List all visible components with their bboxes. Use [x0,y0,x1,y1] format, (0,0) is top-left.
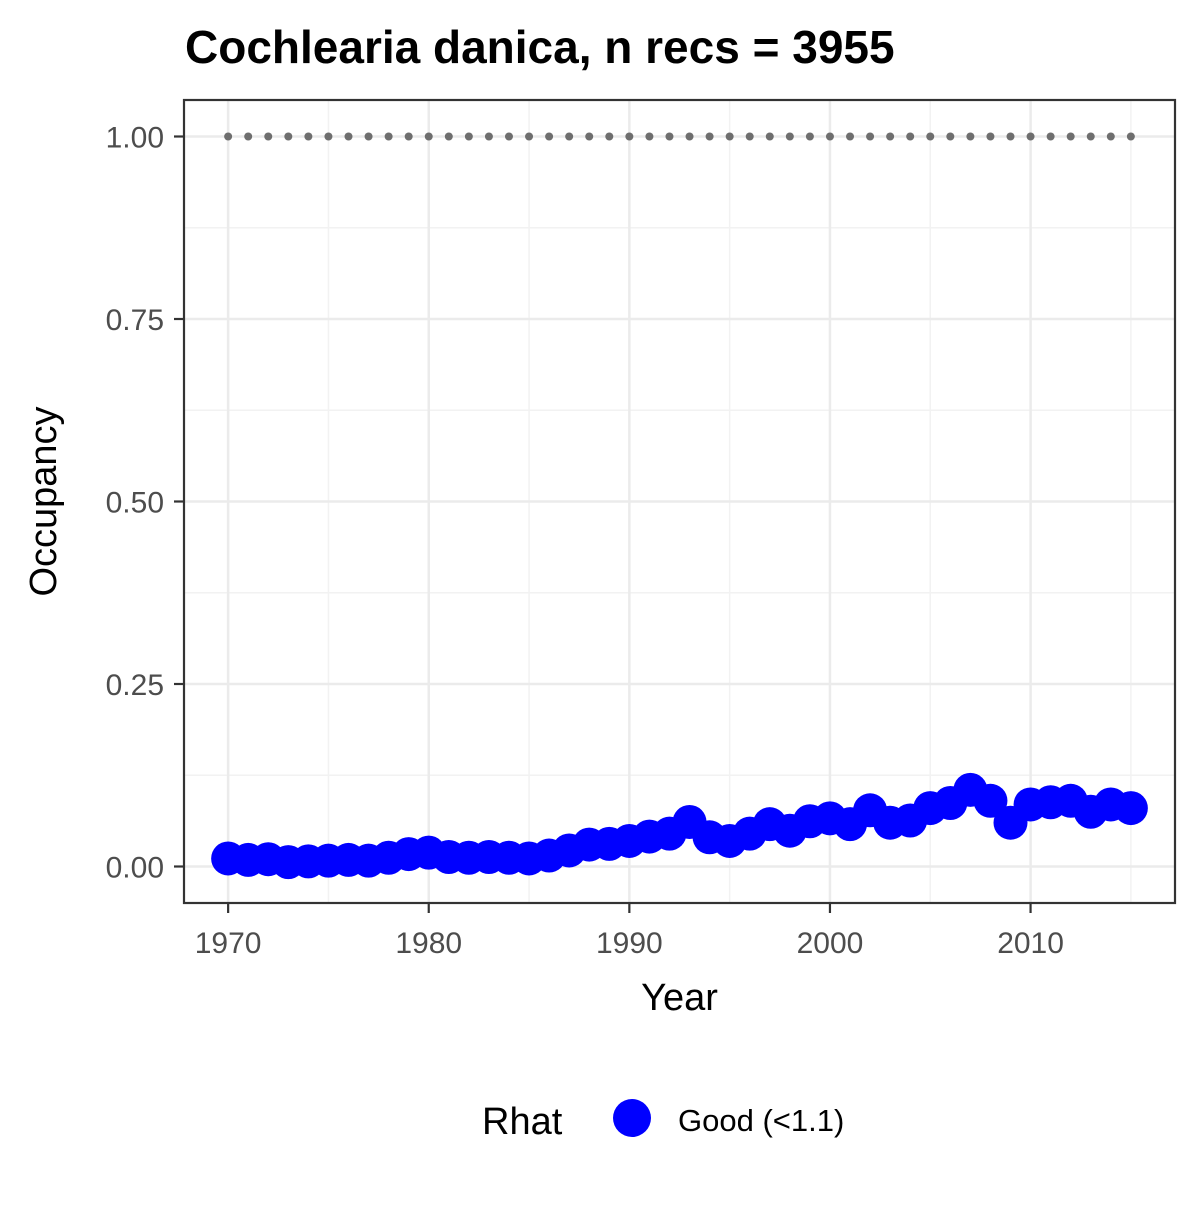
reference-dot [324,132,333,141]
reference-dot [1006,132,1015,141]
reference-dot [545,132,554,141]
reference-line [224,132,1135,141]
reference-dot [424,132,433,141]
y-tick-label: 1.00 [106,122,164,155]
reference-dot [926,132,935,141]
reference-dot [966,132,975,141]
y-tick-label: 0.25 [106,669,164,702]
y-tick-label: 0.75 [106,304,164,337]
reference-dot [846,132,855,141]
x-tick-label: 2000 [797,927,864,960]
reference-dot [344,132,353,141]
reference-dot [404,132,413,141]
x-tick-label: 1970 [195,927,262,960]
reference-dot [585,132,594,141]
reference-dot [1066,132,1075,141]
reference-dot [645,132,654,141]
data-points [211,772,1148,880]
reference-dot [284,132,293,141]
legend: Rhat Good (<1.1) [482,1099,844,1143]
x-tick-label: 2010 [997,927,1064,960]
reference-dot [705,132,714,141]
reference-dot [1106,132,1115,141]
reference-dot [464,132,473,141]
data-point-2015 [1113,791,1148,826]
x-tick-label: 1980 [395,927,462,960]
reference-dot [685,132,694,141]
reference-dot [886,132,895,141]
reference-dot [805,132,814,141]
legend-title: Rhat [482,1101,563,1143]
reference-dot [264,132,273,141]
reference-dot [384,132,393,141]
chart-title: Cochlearia danica, n recs = 3955 [185,21,895,73]
reference-dot [745,132,754,141]
reference-dot [1026,132,1035,141]
y-tick-label: 0.00 [106,852,164,885]
reference-dot [906,132,915,141]
reference-dot [504,132,513,141]
reference-dot [946,132,955,141]
reference-dot [825,132,834,141]
legend-label-good: Good (<1.1) [678,1103,844,1138]
reference-dot [1046,132,1055,141]
legend-key-good [613,1099,651,1137]
reference-dot [364,132,373,141]
x-tick-label: 1990 [596,927,663,960]
reference-dot [484,132,493,141]
data-point-2008 [973,783,1008,818]
x-axis-ticks: 1970 1980 1990 2000 2010 [195,903,1064,960]
y-axis-title: Occupancy [23,406,65,596]
reference-dot [444,132,453,141]
x-axis-title: Year [641,977,718,1019]
reference-dot [1126,132,1135,141]
reference-dot [866,132,875,141]
reference-dot [986,132,995,141]
y-tick-label: 0.50 [106,487,164,520]
reference-dot [605,132,614,141]
y-axis-ticks: 0.00 0.25 0.50 0.75 1.00 [106,122,184,885]
reference-dot [224,132,233,141]
reference-dot [765,132,774,141]
reference-dot [785,132,794,141]
reference-dot [1086,132,1095,141]
reference-dot [244,132,253,141]
reference-dot [725,132,734,141]
reference-dot [665,132,674,141]
reference-dot [304,132,313,141]
reference-dot [565,132,574,141]
reference-dot [625,132,634,141]
reference-dot [525,132,534,141]
